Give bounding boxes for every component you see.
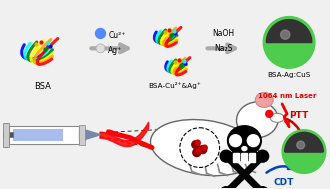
Text: PTT: PTT <box>289 111 309 120</box>
Text: CDT: CDT <box>274 178 294 187</box>
Text: Na₂S: Na₂S <box>214 44 233 53</box>
Text: NaOH: NaOH <box>213 29 235 38</box>
Circle shape <box>193 149 201 156</box>
Text: 1064 nm Laser: 1064 nm Laser <box>258 93 316 99</box>
Circle shape <box>96 44 105 53</box>
Ellipse shape <box>242 147 247 151</box>
Circle shape <box>263 17 315 68</box>
Circle shape <box>199 146 207 154</box>
Text: BSA-Cu²⁺&Ag⁺: BSA-Cu²⁺&Ag⁺ <box>148 82 201 89</box>
Circle shape <box>95 29 106 38</box>
Polygon shape <box>266 20 312 42</box>
Polygon shape <box>79 125 84 145</box>
Ellipse shape <box>228 126 261 156</box>
Circle shape <box>192 141 200 149</box>
Circle shape <box>220 150 232 162</box>
Polygon shape <box>84 130 100 140</box>
Polygon shape <box>234 153 240 162</box>
Polygon shape <box>242 153 248 162</box>
Circle shape <box>282 130 326 174</box>
Ellipse shape <box>150 119 259 176</box>
Text: BSA-Ag:CuS: BSA-Ag:CuS <box>267 72 311 78</box>
Circle shape <box>297 141 305 149</box>
Text: Cu²⁺: Cu²⁺ <box>109 31 126 40</box>
Circle shape <box>280 30 290 39</box>
Circle shape <box>220 187 232 189</box>
FancyBboxPatch shape <box>9 126 79 144</box>
Polygon shape <box>232 153 257 160</box>
Circle shape <box>248 135 259 147</box>
FancyBboxPatch shape <box>13 129 63 141</box>
Polygon shape <box>249 153 255 162</box>
Ellipse shape <box>237 102 278 138</box>
Circle shape <box>196 148 201 153</box>
Circle shape <box>195 140 200 145</box>
Circle shape <box>202 145 207 150</box>
Circle shape <box>266 110 273 117</box>
Text: Ag⁺: Ag⁺ <box>109 46 123 55</box>
Text: BSA: BSA <box>34 82 51 91</box>
Circle shape <box>180 128 219 167</box>
Ellipse shape <box>255 92 273 107</box>
Polygon shape <box>285 132 323 152</box>
Circle shape <box>257 187 269 189</box>
Polygon shape <box>79 130 84 140</box>
Circle shape <box>257 150 269 162</box>
Ellipse shape <box>270 113 284 122</box>
Polygon shape <box>3 123 9 147</box>
Circle shape <box>230 135 242 147</box>
